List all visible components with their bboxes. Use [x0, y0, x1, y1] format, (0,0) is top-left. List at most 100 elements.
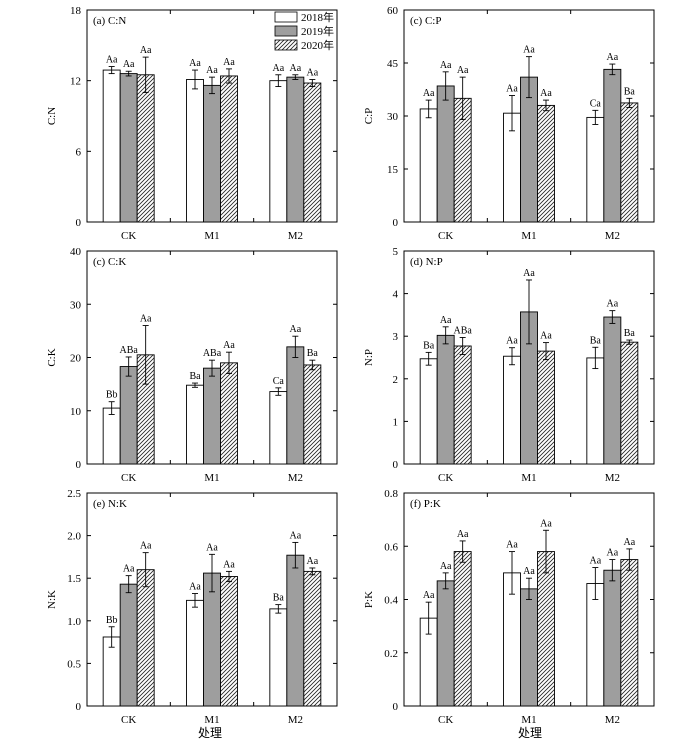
x-tick-label: M2 [288, 230, 303, 242]
significance-label: Aa [440, 60, 452, 71]
bar [203, 367, 221, 465]
bar [269, 80, 288, 223]
panel-title: (c) C:P [410, 15, 441, 27]
bar [303, 570, 322, 707]
y-tick-label: 60 [387, 5, 399, 17]
significance-label: Aa [506, 540, 518, 551]
y-tick-label: 6 [76, 146, 82, 158]
y-tick-label: 1.0 [67, 616, 81, 628]
significance-label: Aa [540, 331, 552, 342]
legend-swatch-2018 [274, 11, 298, 23]
y-tick-label: 2.5 [67, 488, 81, 500]
bar [503, 355, 521, 465]
bar [286, 346, 305, 465]
bar [269, 608, 288, 707]
significance-label: Aa [272, 63, 284, 74]
significance-label: Ba [423, 340, 435, 351]
panel-title: (a) C:N [93, 15, 126, 27]
significance-label: ABa [453, 325, 472, 336]
bar [436, 334, 455, 465]
x-tick-label: CK [438, 230, 453, 242]
y-tick-label: 15 [387, 164, 399, 176]
y-tick-label: 20 [70, 353, 82, 365]
legend-label-2020: 2020年 [301, 38, 334, 52]
significance-label: Ba [189, 371, 201, 382]
bar [220, 576, 238, 707]
significance-label: Ca [590, 98, 602, 109]
bar [436, 580, 455, 707]
significance-label: Ba [307, 348, 319, 359]
bar [119, 583, 138, 707]
significance-label: Bb [106, 390, 118, 401]
significance-label: Aa [289, 530, 301, 541]
panel-title: (f) P:K [410, 498, 441, 510]
significance-label: Aa [223, 57, 235, 68]
y-tick-label: 18 [70, 5, 82, 17]
bar [186, 599, 204, 707]
y-tick-label: 0.6 [384, 541, 398, 553]
x-tick-label: M2 [605, 714, 620, 726]
significance-label: Aa [523, 45, 535, 56]
bar [119, 73, 138, 223]
y-tick-label: 0.5 [67, 658, 81, 670]
bar [136, 569, 155, 707]
x-tick-label: M1 [204, 230, 219, 242]
chart-panel-1: 0 6 12 18 C:N (a) C:N CK Aa Aa Aa M1 Aa Aa Aa M2 Aa Aa Aa [46, 5, 338, 242]
x-axis-title-left: 处理 [198, 726, 222, 740]
y-tick-label: 10 [70, 406, 82, 418]
bar [186, 79, 204, 223]
x-tick-label: M1 [521, 714, 536, 726]
y-tick-label: 0 [76, 701, 82, 713]
significance-label: Aa [289, 63, 301, 74]
significance-label: Bb [106, 615, 118, 626]
legend-swatch-2020 [274, 39, 298, 51]
significance-label: Aa [140, 541, 152, 552]
x-tick-label: CK [438, 472, 453, 484]
significance-label: Aa [106, 55, 118, 66]
bar [537, 350, 555, 465]
significance-label: Aa [440, 315, 452, 326]
chart-panel-5: 0 0.5 1.0 1.5 2.0 2.5 N:K (e) N:K CK Bb Aa Aa M1 Aa Aa… [46, 488, 338, 726]
significance-label: Ba [624, 86, 636, 97]
x-tick-label: M2 [605, 472, 620, 484]
significance-label: Aa [306, 67, 318, 78]
bar [203, 572, 221, 707]
significance-label: Aa [606, 299, 618, 310]
significance-label: Aa [306, 556, 318, 567]
bar [586, 583, 605, 707]
legend: 2018年 2019年 2020年 [274, 10, 334, 52]
bar [119, 366, 138, 465]
y-tick-label: 0 [393, 217, 399, 229]
y-tick-label: 30 [70, 299, 82, 311]
y-axis-label: C:N [46, 107, 58, 125]
chart-panel-6: 0 0.2 0.4 0.6 0.8 P:K (f) P:K CK Aa Aa Aa M1 Aa Aa Aa M… [363, 488, 655, 726]
panel-title: (e) N:K [93, 498, 127, 510]
x-tick-label: M1 [204, 714, 219, 726]
bar [303, 364, 322, 465]
bar [220, 362, 238, 465]
y-tick-label: 0 [393, 459, 399, 471]
y-axis-label: C:P [363, 108, 375, 125]
bar [603, 316, 622, 465]
x-tick-label: M1 [204, 472, 219, 484]
bar [620, 102, 639, 223]
bar [269, 391, 288, 465]
bar [586, 116, 605, 223]
significance-label: Aa [540, 518, 552, 529]
y-tick-label: 12 [70, 76, 81, 88]
bar [620, 559, 639, 707]
bar [286, 76, 305, 223]
significance-label: Aa [423, 88, 435, 99]
bar [586, 357, 605, 465]
significance-label: Aa [440, 561, 452, 572]
significance-label: Aa [606, 52, 618, 63]
bar [603, 569, 622, 707]
significance-label: Aa [506, 336, 518, 347]
bar [419, 358, 438, 465]
y-tick-label: 5 [393, 246, 399, 258]
y-tick-label: 0.8 [384, 488, 398, 500]
x-tick-label: CK [121, 714, 136, 726]
x-tick-label: M2 [605, 230, 620, 242]
